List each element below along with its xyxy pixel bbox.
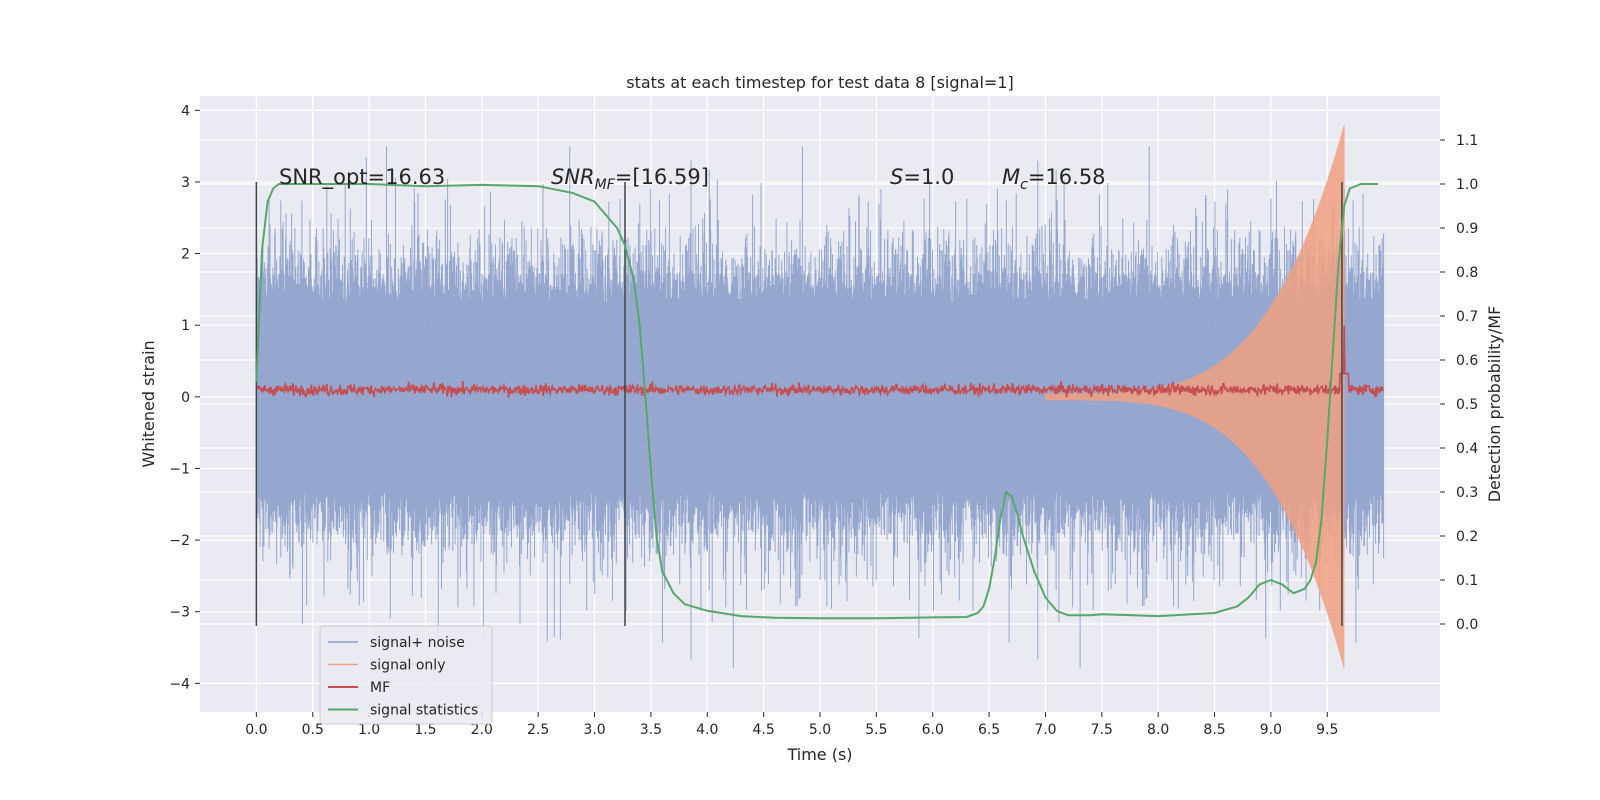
legend-label: signal only [370,658,445,674]
y2-tick-label: 0.3 [1456,485,1478,501]
x-tick-label: 3.5 [640,722,662,738]
y-tick-label: −3 [169,605,190,621]
y2-tick-label: 0.6 [1456,353,1478,369]
x-tick-label: 1.0 [358,722,380,738]
y2-tick-label: 0.8 [1456,265,1478,281]
legend-label: signal+ noise [370,635,465,651]
y2-tick-label: 0.9 [1456,221,1478,237]
y2-tick-label: 0.2 [1456,529,1478,545]
y2-tick-label: 0.7 [1456,309,1478,325]
x-tick-label: 7.5 [1091,722,1113,738]
y2-tick-label: 0.5 [1456,397,1478,413]
annotation-mc-sub: c [1020,177,1028,193]
y2-axis-label: Detection probability/MF [1485,306,1504,503]
annotation-mc: Mc=16.58 [1002,165,1106,193]
y2-tick-label: 0.4 [1456,441,1478,457]
x-tick-label: 0.5 [302,722,324,738]
y2-tick-label: 0.0 [1456,617,1478,633]
x-tick-label: 8.5 [1203,722,1225,738]
y-axis-label: Whitened strain [139,340,158,467]
x-tick-label: 9.5 [1316,722,1338,738]
x-tick-label: 5.5 [865,722,887,738]
annotation-snr-mf-sub: MF [595,177,616,193]
x-tick-label: 2.0 [471,722,493,738]
legend: signal+ noise signal only MF signal statist… [319,625,493,725]
x-tick-label: 1.5 [414,722,436,738]
y-tick-label: 1 [181,318,190,334]
y-tick-label: 0 [181,390,190,406]
x-tick-label: 7.0 [1034,722,1056,738]
series-layer [255,124,1385,669]
x-tick-label: 3.0 [583,722,605,738]
x-tick-label: 4.0 [696,722,718,738]
legend-label: MF [370,680,390,696]
legend-box [319,625,493,725]
x-tick-label: 5.0 [809,722,831,738]
y-tick-label: −4 [169,676,190,692]
annotation-snr-opt: SNR_opt=16.63 [279,165,445,190]
chart-title: stats at each timestep for test data 8 [… [626,73,1013,92]
x-tick-label: 0.0 [245,722,267,738]
x-tick-label: 6.0 [922,722,944,738]
annotation-snr-mf: SNRMF=[16.59] [551,165,709,193]
annotation-s-main: S [890,165,903,189]
y2-tick-label: 1.1 [1456,133,1478,149]
annotation-s: S=1.0 [890,165,954,189]
annotation-mc-main: M [1002,165,1020,189]
legend-label: signal statistics [370,703,478,719]
y2-tick-label: 0.1 [1456,573,1478,589]
x-tick-label: 9.0 [1260,722,1282,738]
x-tick-label: 4.5 [753,722,775,738]
x-tick-label: 2.5 [527,722,549,738]
annotation-snr-mf-main: SNR [551,165,595,189]
signal-only-series [1045,124,1345,669]
x-axis-label: Time (s) [786,745,852,764]
x-tick-label: 8.0 [1147,722,1169,738]
y-tick-label: −2 [169,533,190,549]
annotation-snr-mf-value: =[16.59] [615,165,709,189]
y2-tick-label: 1.0 [1456,177,1478,193]
y-tick-label: 3 [181,175,190,191]
signal-statistics-series [255,183,1378,620]
y-tick-label: −1 [169,461,190,477]
mf-series [255,325,1384,398]
axes: 0.0 0.5 1.0 1.5 2.0 2.5 3.0 3.5 4.0 4.5 5.0 5.5 6.0 6… [169,103,1478,738]
y-tick-label: 2 [181,247,190,263]
y-tick-label: 4 [181,103,190,119]
x-tick-label: 6.5 [978,722,1000,738]
annotation-mc-value: =16.58 [1028,165,1106,189]
annotation-s-value: =1.0 [903,165,954,189]
